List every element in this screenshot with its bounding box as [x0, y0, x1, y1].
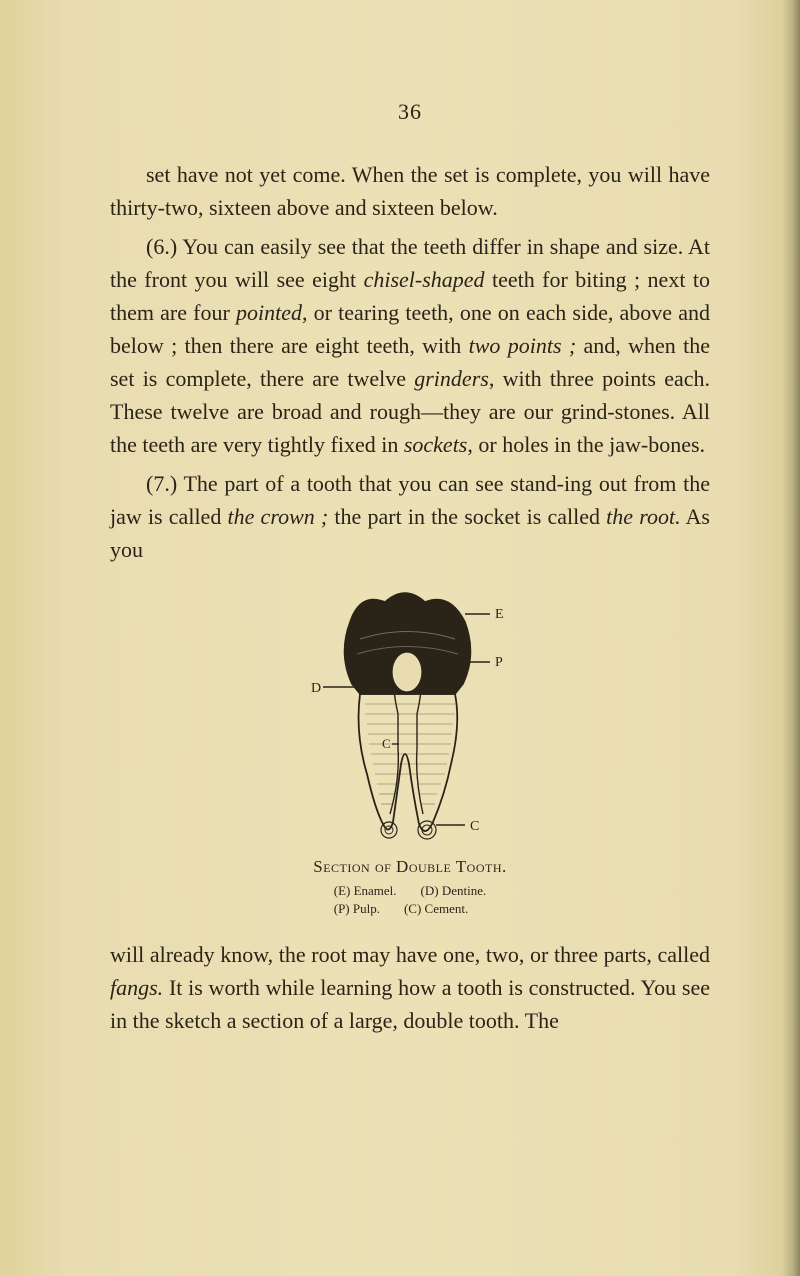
- italic-pointed: pointed: [236, 300, 302, 325]
- figure-caption: Section of Double Tooth.: [110, 854, 710, 880]
- label-p: P: [495, 655, 503, 670]
- text: It is worth while learning how a tooth i…: [110, 975, 710, 1033]
- italic-grinders: grinders: [414, 366, 489, 391]
- label-e: E: [495, 607, 504, 622]
- italic-two-points: two points ;: [469, 333, 577, 358]
- italic-chisel-shaped: chisel-shaped: [364, 267, 485, 292]
- text: the part in the socket is called: [328, 504, 606, 529]
- italic-fangs: fangs.: [110, 975, 163, 1000]
- italic-sockets: sockets: [404, 432, 468, 457]
- paragraph-1: set have not yet come. When the set is c…: [110, 158, 710, 224]
- legend-p: (P) Pulp.: [334, 900, 380, 918]
- legend-e: (E) Enamel.: [334, 882, 397, 900]
- figure-legend: (E) Enamel. (D) Dentine. (P) Pulp. (C) C…: [334, 882, 487, 918]
- label-c-lower: C: [470, 819, 479, 834]
- italic-the-crown: the crown ;: [228, 504, 329, 529]
- text: , or holes in the jaw-bones.: [467, 432, 705, 457]
- page-content: { "page_number": "36", "paragraphs": { "…: [110, 95, 710, 1043]
- tooth-figure: E P D C C Section of Double Tooth. (E) E…: [110, 584, 710, 922]
- paragraph-4: will already know, the root may have one…: [110, 938, 710, 1037]
- page-number: 36: [110, 95, 710, 128]
- text: will already know, the root may have one…: [110, 942, 710, 967]
- paragraph-3: (7.) The part of a tooth that you can se…: [110, 467, 710, 566]
- tooth-diagram-svg: E P D C C: [305, 584, 515, 844]
- legend-d: (D) Dentine.: [421, 882, 487, 900]
- italic-the-root: the root.: [606, 504, 680, 529]
- paragraph-2: (6.) You can easily see that the teeth d…: [110, 230, 710, 461]
- label-c-upper: C: [382, 736, 391, 751]
- text: set have not yet come. When the set is c…: [110, 162, 710, 220]
- legend-c: (C) Cement.: [404, 900, 468, 918]
- label-d: D: [311, 681, 321, 696]
